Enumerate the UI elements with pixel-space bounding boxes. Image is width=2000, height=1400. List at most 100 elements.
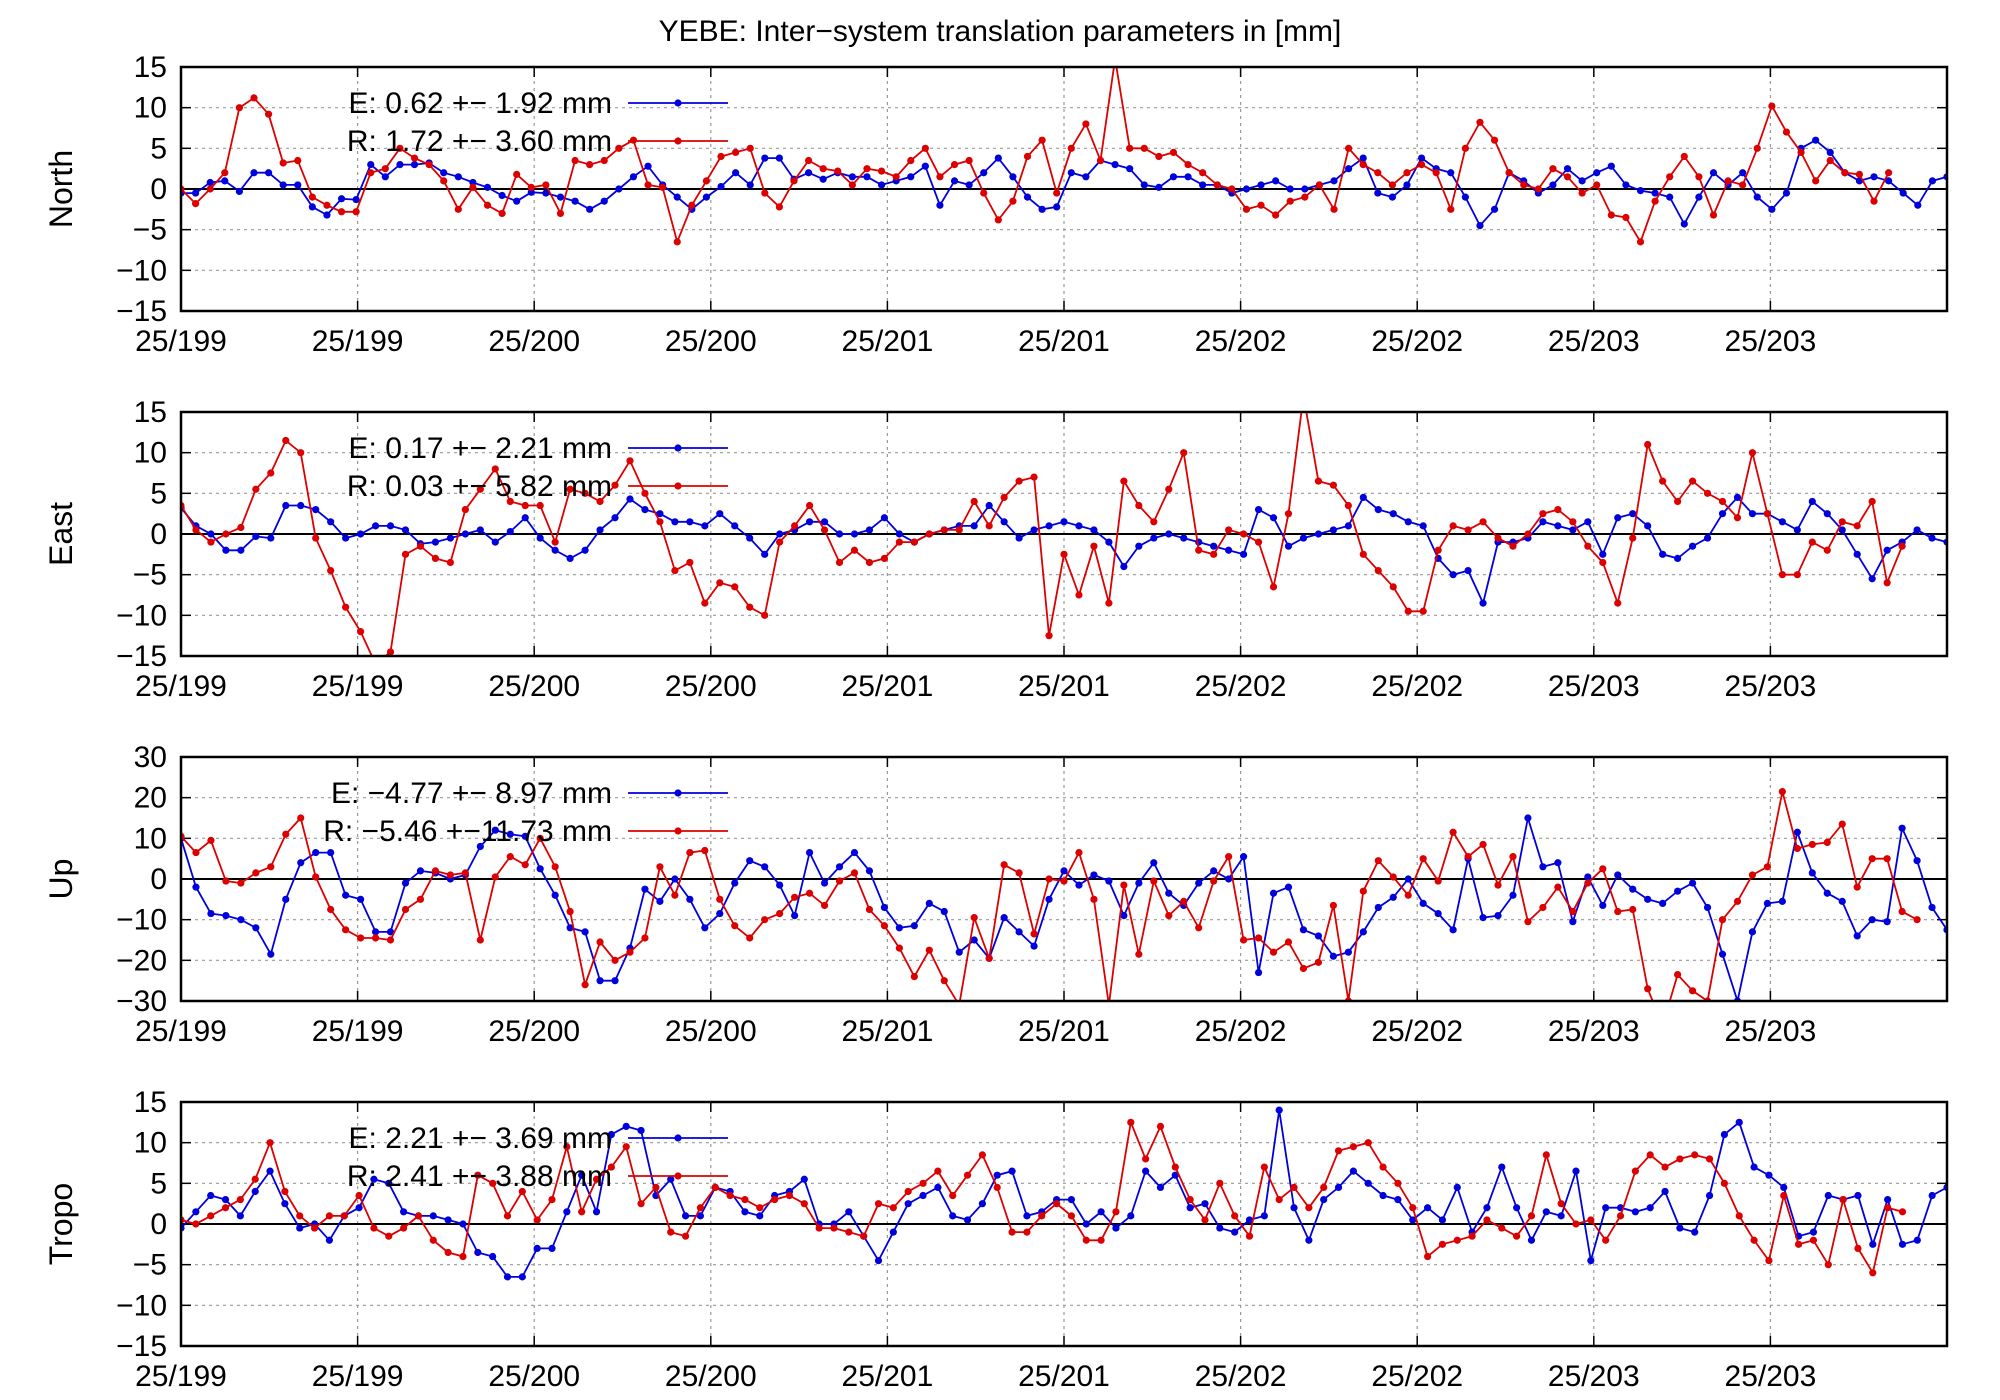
data-point [1569, 918, 1577, 926]
data-point [342, 603, 350, 611]
series-line [181, 1109, 1947, 1278]
data-point [994, 154, 1002, 162]
data-point [1082, 1236, 1090, 1244]
data-point [551, 538, 559, 546]
data-point [1449, 571, 1457, 579]
data-point [1314, 477, 1323, 485]
data-point [936, 173, 944, 181]
data-point [1539, 518, 1547, 526]
y-tick-label: 15 [134, 51, 167, 84]
data-point [312, 534, 320, 542]
data-point [830, 1224, 838, 1232]
data-point [1075, 848, 1083, 857]
data-point [874, 1257, 883, 1265]
data-point [1330, 205, 1338, 213]
data-point [910, 922, 918, 930]
series-line [181, 412, 1903, 656]
x-tick-label: 25/202 [1371, 1360, 1463, 1393]
data-point [250, 169, 258, 177]
data-point [1688, 542, 1697, 550]
data-point [586, 205, 594, 213]
data-point [860, 1232, 868, 1240]
x-tick-label: 25/199 [135, 1360, 227, 1393]
legend-label: E: −4.77 +− 8.97 mm [331, 777, 612, 810]
data-point [1718, 950, 1727, 958]
data-point [805, 501, 814, 510]
data-point [1557, 1200, 1565, 1208]
data-point [207, 538, 215, 546]
legend-label: R: 0.03 +− 5.82 mm [347, 470, 612, 503]
data-point [282, 436, 290, 445]
x-tick-label: 25/199 [312, 670, 404, 703]
data-point [533, 1216, 541, 1224]
data-point [578, 1171, 586, 1179]
data-point [1359, 493, 1367, 501]
data-point [207, 836, 215, 844]
data-point [1030, 473, 1038, 481]
data-point [1403, 169, 1411, 177]
data-point [1599, 865, 1607, 873]
data-point [820, 901, 829, 910]
data-point [1239, 550, 1248, 558]
data-point [282, 501, 290, 510]
data-point [848, 173, 856, 181]
data-point [925, 530, 933, 538]
data-point [236, 1196, 244, 1204]
data-point [637, 1200, 645, 1208]
data-point [1661, 1187, 1669, 1196]
data-point [371, 928, 380, 936]
data-point [491, 873, 499, 881]
y-tick-label: 0 [150, 518, 167, 551]
plot-frame [179, 755, 1949, 1003]
data-point [533, 1244, 541, 1252]
data-point [756, 1204, 764, 1212]
data-point [1569, 518, 1577, 526]
data-point [1490, 205, 1499, 213]
data-point [1768, 102, 1776, 110]
y-tick-label: 30 [134, 741, 167, 774]
x-tick-label: 25/199 [312, 325, 404, 358]
data-point [1688, 477, 1697, 485]
y-axis-label: Tropo [43, 1183, 79, 1265]
data-point [626, 457, 634, 465]
data-point [296, 1224, 304, 1232]
data-point [688, 201, 696, 209]
data-point [476, 526, 484, 534]
x-tick-label: 25/201 [1018, 325, 1110, 358]
data-point [400, 1208, 408, 1216]
data-point [566, 485, 574, 493]
data-point [296, 1212, 304, 1220]
data-point [416, 542, 425, 550]
y-tick-label: −20 [116, 944, 167, 977]
data-point [950, 177, 959, 185]
data-point [1299, 964, 1308, 973]
data-point [1359, 887, 1367, 895]
data-point [1186, 1196, 1194, 1204]
data-point [1180, 449, 1188, 457]
x-tick-label: 25/202 [1195, 670, 1287, 703]
data-point [848, 181, 856, 189]
data-point [895, 530, 903, 538]
data-point [1629, 510, 1637, 518]
data-point [1359, 154, 1367, 162]
data-point [1225, 853, 1233, 861]
figure-title: YEBE: Inter−system translation parameter… [659, 15, 1342, 48]
data-point [880, 903, 889, 912]
data-point [686, 895, 694, 903]
data-point [1239, 530, 1248, 538]
data-point [542, 189, 550, 197]
data-point [1320, 1196, 1328, 1204]
data-point [1659, 1022, 1666, 1029]
data-point [1572, 1220, 1580, 1228]
data-point [440, 169, 448, 177]
data-point [1419, 522, 1427, 530]
data-point [1120, 477, 1128, 485]
data-point [644, 162, 652, 170]
data-point [880, 554, 889, 563]
data-point [400, 1224, 408, 1232]
data-point [1614, 871, 1622, 879]
data-point [1165, 530, 1173, 538]
series-e [181, 814, 1947, 1001]
